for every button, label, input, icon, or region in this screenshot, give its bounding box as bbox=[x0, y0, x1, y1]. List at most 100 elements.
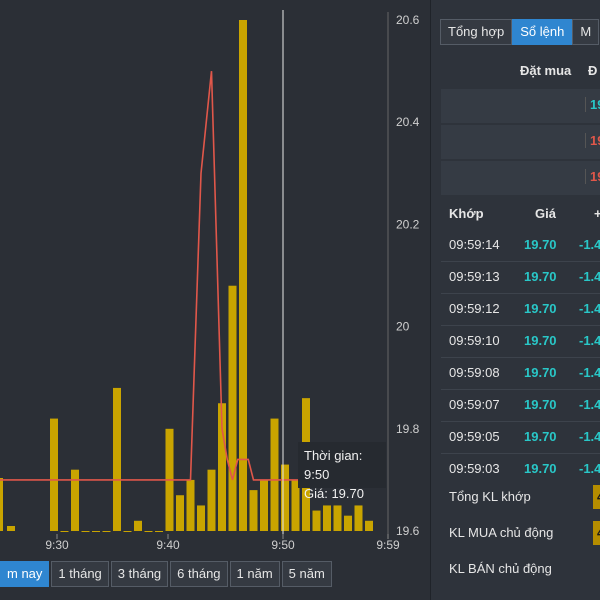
trade-change: -1.4 bbox=[579, 365, 600, 380]
volume-bar bbox=[218, 403, 226, 531]
trade-price: 19.70 bbox=[524, 333, 557, 348]
orderbook-value: 19 bbox=[585, 169, 600, 184]
panel-tab[interactable]: Tổng hợp bbox=[440, 19, 513, 45]
orderbook-header-sell: Đ bbox=[588, 63, 598, 78]
summary-label: KL MUA chủ động bbox=[449, 525, 554, 540]
trade-change: -1.4 bbox=[579, 397, 600, 412]
trade-change: -1.4 bbox=[579, 429, 600, 444]
orderbook-row[interactable]: 19 bbox=[441, 125, 600, 159]
trade-change: -1.4 bbox=[579, 301, 600, 316]
trade-time: 09:59:12 bbox=[449, 301, 500, 316]
volume-bar bbox=[207, 469, 216, 531]
tooltip-time: Thời gian: 9:50 bbox=[304, 448, 363, 482]
volume-bar bbox=[123, 531, 132, 532]
volume-bar bbox=[113, 387, 121, 531]
x-tick-label: 9:59 bbox=[376, 538, 400, 552]
intraday-chart[interactable]: 20.6 20.4 20.2 20 19.8 19.6 9:30 9:40 9:50 9:59 T… bbox=[0, 0, 430, 600]
volume-bar bbox=[71, 469, 79, 531]
range-button[interactable]: 5 năm bbox=[281, 561, 332, 587]
trade-price: 19.70 bbox=[524, 237, 557, 252]
trades-header-price: Giá bbox=[535, 206, 556, 221]
trades-header-time: Khớp bbox=[449, 206, 484, 221]
volume-bar bbox=[81, 531, 90, 532]
trade-time: 09:59:13 bbox=[449, 269, 500, 284]
volume-bar bbox=[176, 495, 184, 531]
trade-time: 09:59:08 bbox=[449, 365, 500, 380]
trade-row[interactable]: 09:59:05 19.70 -1.4 bbox=[441, 421, 600, 454]
volume-summary: Tổng KL khớp 4 KL MUA chủ động 4 KL BÁN chủ … bbox=[441, 476, 600, 600]
orderbook-row[interactable]: 19 bbox=[441, 89, 600, 123]
trade-price: 19.70 bbox=[524, 461, 557, 476]
y-tick-label: 20.6 bbox=[396, 13, 420, 27]
x-tick-label: 9:40 bbox=[156, 538, 180, 552]
summary-value-badge: 4 bbox=[593, 521, 600, 545]
tooltip-price: Giá: 19.70 bbox=[304, 486, 364, 501]
trade-row[interactable]: 09:59:07 19.70 -1.4 bbox=[441, 389, 600, 422]
trade-price: 19.70 bbox=[524, 365, 557, 380]
trade-change: -1.4 bbox=[579, 269, 600, 284]
trade-row[interactable]: 09:59:13 19.70 -1.4 bbox=[441, 261, 600, 294]
price-line bbox=[0, 71, 369, 481]
time-range-selector: m nay 1 tháng 3 tháng 6 tháng 1 năm 5 năm bbox=[0, 561, 334, 587]
volume-bar bbox=[60, 531, 69, 532]
trade-change: -1.4 bbox=[579, 333, 600, 348]
orderbook-value: 19 bbox=[585, 133, 600, 148]
summary-value-badge: 4 bbox=[593, 485, 600, 509]
trade-price: 19.70 bbox=[524, 397, 557, 412]
volume-bar bbox=[291, 479, 300, 531]
volume-bar bbox=[323, 505, 331, 531]
x-tick-label: 9:50 bbox=[271, 538, 295, 552]
volume-bar bbox=[239, 20, 247, 531]
y-tick-label: 19.6 bbox=[396, 524, 420, 538]
volume-bar bbox=[365, 520, 373, 531]
volume-bar bbox=[0, 478, 3, 531]
trade-price: 19.70 bbox=[524, 301, 557, 316]
orderbook-row[interactable]: 19 bbox=[441, 161, 600, 195]
summary-label: KL BÁN chủ động bbox=[449, 561, 552, 576]
y-tick-label: 19.8 bbox=[396, 422, 420, 436]
summary-label: Tổng KL khớp bbox=[449, 489, 531, 504]
volume-bar bbox=[344, 515, 352, 531]
volume-bar bbox=[50, 418, 58, 531]
volume-bar bbox=[92, 531, 100, 532]
range-button[interactable]: m nay bbox=[0, 561, 50, 587]
volume-bar bbox=[155, 531, 163, 532]
volume-bar bbox=[7, 526, 15, 531]
chart-svg[interactable]: 20.6 20.4 20.2 20 19.8 19.6 9:30 9:40 9:50 9:59 bbox=[0, 0, 430, 600]
volume-bar bbox=[197, 505, 205, 531]
range-button[interactable]: 1 năm bbox=[229, 561, 280, 587]
trade-price: 19.70 bbox=[524, 269, 557, 284]
volume-bar bbox=[333, 505, 342, 531]
orderbook-value: 19 bbox=[585, 97, 600, 112]
volume-bar bbox=[186, 479, 195, 531]
trade-change: -1.4 bbox=[579, 237, 600, 252]
volume-bar bbox=[249, 490, 258, 531]
range-button[interactable]: 1 tháng bbox=[51, 561, 109, 587]
volume-bar bbox=[134, 520, 142, 531]
trade-row[interactable]: 09:59:12 19.70 -1.4 bbox=[441, 293, 600, 326]
trade-row[interactable]: 09:59:08 19.70 -1.4 bbox=[441, 357, 600, 390]
volume-bar bbox=[270, 418, 279, 531]
volume-bar bbox=[144, 531, 153, 532]
trade-row[interactable]: 09:59:14 19.70 -1.4 bbox=[441, 229, 600, 262]
trade-time: 09:59:03 bbox=[449, 461, 500, 476]
chart-tooltip: Thời gian: 9:50 Giá: 19.70 bbox=[298, 442, 386, 501]
range-button[interactable]: 3 tháng bbox=[110, 561, 169, 587]
range-button[interactable]: 6 tháng bbox=[170, 561, 228, 587]
trade-time: 09:59:10 bbox=[449, 333, 500, 348]
volume-bar bbox=[281, 464, 289, 531]
y-tick-label: 20 bbox=[396, 320, 410, 334]
y-tick-label: 20.2 bbox=[396, 217, 420, 231]
volume-bar bbox=[260, 479, 268, 531]
trade-time: 09:59:07 bbox=[449, 397, 500, 412]
panel-tab[interactable]: M bbox=[572, 19, 600, 45]
trade-row[interactable]: 09:59:10 19.70 -1.4 bbox=[441, 325, 600, 358]
panel-tabs: Tổng hợp Sổ lệnh M bbox=[440, 19, 600, 45]
panel-tab[interactable]: Sổ lệnh bbox=[512, 19, 573, 45]
volume-bar bbox=[312, 510, 321, 531]
trade-time: 09:59:14 bbox=[449, 237, 500, 252]
orderbook-header-buy: Đặt mua bbox=[520, 63, 572, 78]
volume-bar bbox=[228, 285, 237, 531]
volume-bar bbox=[102, 531, 111, 532]
